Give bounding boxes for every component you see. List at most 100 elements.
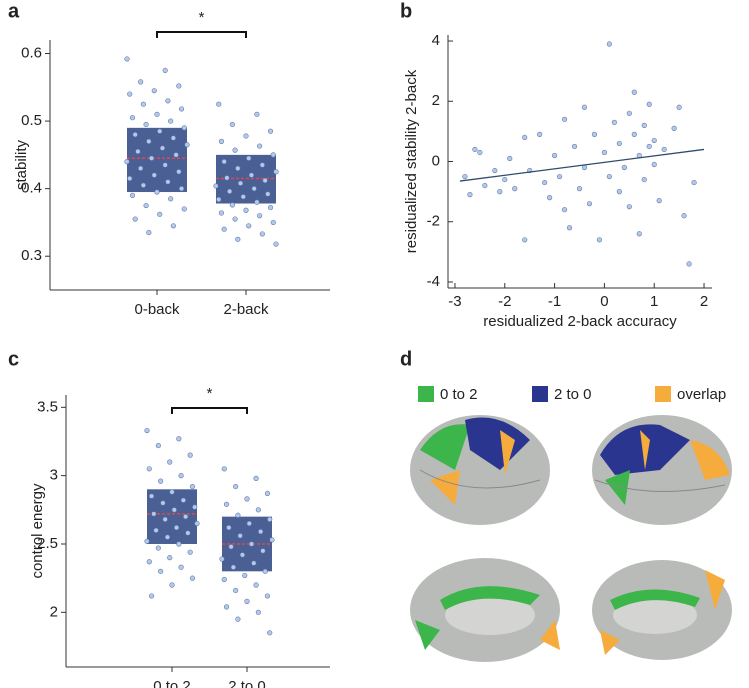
point (181, 206, 187, 212)
point (154, 189, 160, 195)
point (144, 538, 150, 544)
point (146, 138, 152, 144)
x-tick-label: 2-back (223, 301, 269, 318)
box (127, 127, 187, 193)
point (129, 115, 136, 121)
point (242, 572, 248, 579)
point (547, 195, 553, 201)
point (686, 261, 692, 267)
point (248, 541, 255, 547)
point (651, 161, 657, 168)
point (132, 131, 138, 138)
point (551, 152, 558, 159)
point (153, 527, 159, 533)
y-tick-label: 2.5 (37, 535, 58, 552)
significance-label: * (199, 9, 205, 26)
point (148, 593, 155, 599)
x-tick-label: 0-back (134, 301, 180, 318)
point (248, 172, 255, 178)
point (216, 196, 222, 203)
point (237, 533, 243, 539)
point (229, 121, 235, 128)
point (127, 91, 133, 97)
point (477, 149, 483, 156)
legend-swatch (655, 386, 671, 402)
point (561, 207, 568, 213)
point (616, 189, 622, 195)
point (228, 544, 234, 550)
brain-lateral-left (410, 415, 550, 525)
point (270, 152, 276, 158)
point (221, 466, 227, 472)
point (167, 459, 173, 465)
point (124, 56, 130, 62)
point (162, 516, 168, 522)
y-axis-label: stability (13, 139, 30, 190)
point (176, 169, 182, 175)
point (646, 101, 652, 107)
point (178, 186, 185, 192)
point (233, 587, 239, 594)
point (213, 183, 219, 189)
brain-medial-left (410, 558, 560, 662)
brain-lateral-right (592, 415, 732, 525)
point (178, 473, 184, 479)
point (143, 202, 149, 209)
legend-label: 0 to 2 (440, 386, 478, 403)
point (267, 630, 273, 636)
point (187, 549, 193, 555)
point (124, 159, 130, 165)
y-tick-label: 0.5 (21, 112, 42, 129)
point (173, 152, 179, 158)
point (224, 175, 230, 181)
point (178, 564, 184, 570)
point (173, 524, 180, 531)
point (226, 524, 232, 531)
x-tick-label: 0 (600, 293, 608, 310)
point (492, 167, 498, 174)
point (129, 192, 136, 199)
brain-images (410, 415, 732, 662)
point (259, 231, 265, 237)
point (251, 560, 257, 566)
point (472, 146, 478, 153)
point (253, 582, 259, 588)
x-tick-label: -1 (548, 293, 561, 310)
point (168, 118, 174, 124)
point (267, 128, 274, 134)
point (164, 534, 171, 540)
point (158, 478, 164, 484)
point (273, 169, 279, 175)
point (561, 116, 568, 122)
point (140, 101, 146, 107)
x-axis-label: residualized 2-back accuracy (483, 313, 677, 330)
point (243, 207, 249, 213)
x-tick-label: 2 to 0 (228, 678, 266, 688)
point (138, 79, 144, 85)
point (651, 137, 657, 144)
y-axis-label: control energy (29, 483, 46, 579)
point (151, 511, 157, 517)
x-tick-label: 1 (650, 293, 658, 310)
x-tick-label: 2 (700, 293, 708, 310)
point (591, 131, 598, 137)
point (691, 179, 697, 186)
point (233, 483, 239, 490)
point (168, 196, 174, 202)
point (631, 131, 637, 137)
point (616, 140, 622, 147)
point (581, 104, 588, 110)
point (265, 191, 271, 197)
point (258, 529, 264, 535)
panel-label: b (400, 0, 412, 22)
point (246, 155, 252, 161)
point (260, 548, 266, 554)
point (183, 514, 189, 520)
panel-label: c (8, 348, 19, 370)
point (641, 176, 647, 183)
point (467, 192, 473, 198)
point (571, 143, 578, 150)
point (176, 83, 182, 89)
point (246, 520, 252, 527)
point (269, 537, 275, 543)
